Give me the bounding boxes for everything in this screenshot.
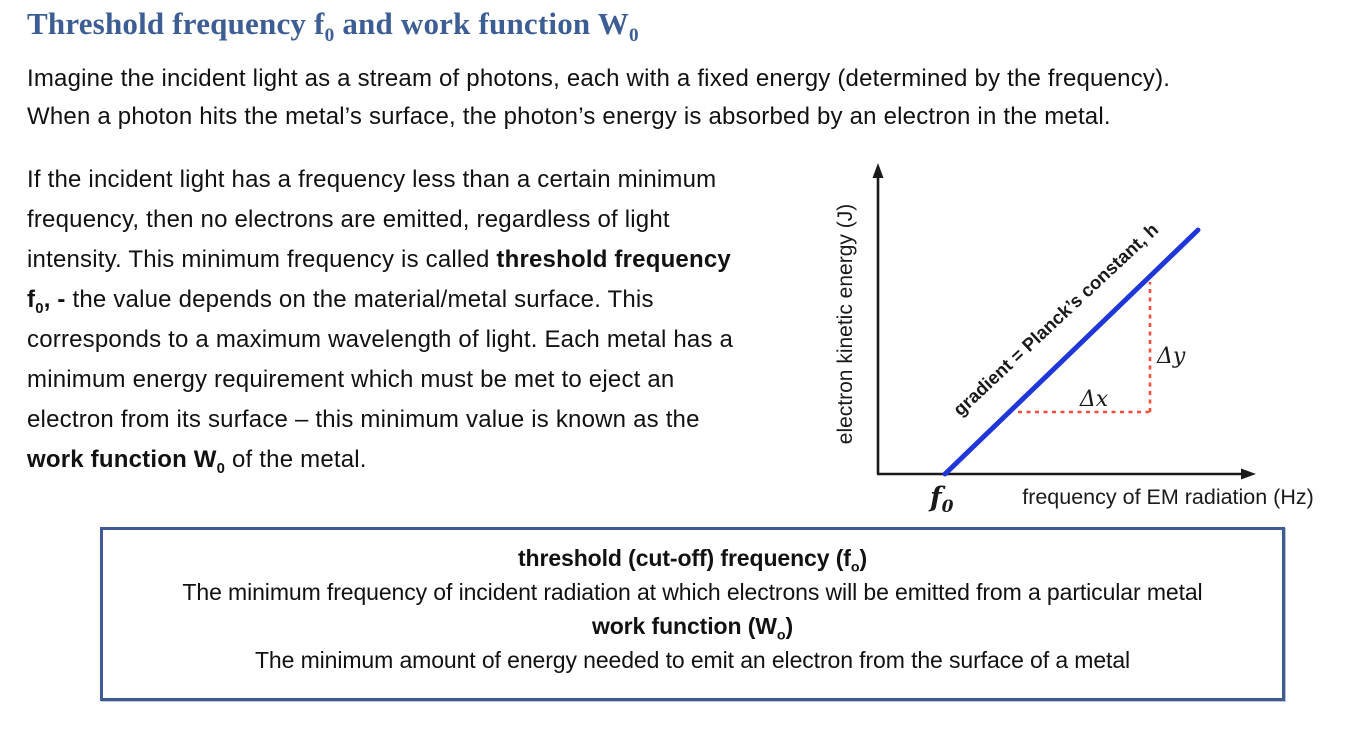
text-segment: , -	[43, 286, 66, 313]
text-segment: intensity. This minimum frequency is cal…	[27, 246, 497, 273]
text-line: minimum energy requirement which must be…	[27, 360, 847, 400]
gradient-label: gradient = Planck’s constant, h	[949, 219, 1162, 420]
x-axis-arrowhead-icon	[1241, 468, 1256, 480]
text-segment: o	[850, 559, 860, 576]
ke-frequency-graph: electron kinetic energy (J) frequency of…	[834, 163, 1314, 515]
text-segment: 0	[35, 300, 44, 317]
text-segment: of the metal.	[225, 446, 367, 473]
text-segment: )	[785, 613, 794, 639]
text-segment: 0	[216, 460, 226, 477]
text-line: electron from its surface – this minimum…	[27, 400, 847, 440]
delta-x-label: Δx	[1079, 387, 1109, 412]
definitions-box: threshold (cut-off) frequency (fo) The mi…	[100, 527, 1285, 701]
text-segment: work function W	[27, 446, 217, 473]
text-segment: the value depends on the material/metal …	[65, 286, 654, 313]
text-segment: threshold (cut-off) frequency (f	[517, 545, 851, 571]
delta-y-label: Δy	[1156, 344, 1186, 369]
text-segment: Imagine the incident light as a stream o…	[27, 65, 1171, 92]
text-line: The minimum frequency of incident radiat…	[103, 575, 1282, 609]
text-line: The minimum amount of energy needed to e…	[103, 643, 1282, 677]
text-line: frequency, then no electrons are emitted…	[27, 200, 847, 240]
text-line: work function W0 of the metal.	[27, 440, 847, 480]
text-segment: The minimum frequency of incident radiat…	[182, 579, 1203, 605]
kinetic-energy-line	[942, 227, 1201, 477]
text-segment: corresponds to a maximum wavelength of l…	[27, 326, 734, 353]
text-segment: 0	[324, 25, 335, 47]
body-paragraph: If the incident light has a frequency le…	[27, 160, 847, 480]
text-line: Imagine the incident light as a stream o…	[27, 60, 1170, 98]
text-line: When a photon hits the metal’s surface, …	[27, 98, 1170, 136]
text-segment: o	[776, 627, 786, 644]
text-segment: minimum energy requirement which must be…	[27, 366, 675, 393]
y-axis: electron kinetic energy (J)	[834, 163, 884, 474]
gradient-triangle: Δx Δy	[1018, 282, 1186, 414]
text-segment: and work function W	[334, 6, 629, 41]
text-line: intensity. This minimum frequency is cal…	[27, 240, 847, 280]
text-segment: If the incident light has a frequency le…	[27, 166, 717, 193]
text-line: If the incident light has a frequency le…	[27, 160, 847, 200]
text-segment: )	[859, 545, 867, 571]
text-segment: 0	[628, 25, 639, 47]
text-line: work function (Wo)	[103, 609, 1282, 643]
intro-paragraph: Imagine the incident light as a stream o…	[27, 60, 1170, 136]
y-axis-label: electron kinetic energy (J)	[834, 204, 857, 444]
text-segment: work function (W	[591, 613, 777, 639]
text-line: f0, - the value depends on the material/…	[27, 280, 847, 320]
text-line: threshold (cut-off) frequency (fo)	[103, 541, 1282, 575]
text-segment: threshold frequency	[496, 246, 731, 273]
text-segment: f	[27, 286, 36, 313]
text-segment: Threshold frequency f	[27, 6, 325, 41]
text-segment: frequency, then no electrons are emitted…	[27, 206, 670, 233]
y-axis-arrowhead-icon	[872, 163, 884, 178]
text-segment: The minimum amount of energy needed to e…	[254, 647, 1131, 673]
page-title: Threshold frequency f0 and work function…	[27, 6, 639, 45]
text-line: corresponds to a maximum wavelength of l…	[27, 320, 847, 360]
threshold-frequency-intercept-label: f0	[928, 482, 954, 515]
x-axis-label: frequency of EM radiation (Hz)	[1022, 485, 1314, 509]
text-segment: When a photon hits the metal’s surface, …	[27, 103, 1111, 130]
x-axis: frequency of EM radiation (Hz)	[877, 468, 1314, 509]
text-segment: electron from its surface – this minimum…	[27, 406, 700, 433]
